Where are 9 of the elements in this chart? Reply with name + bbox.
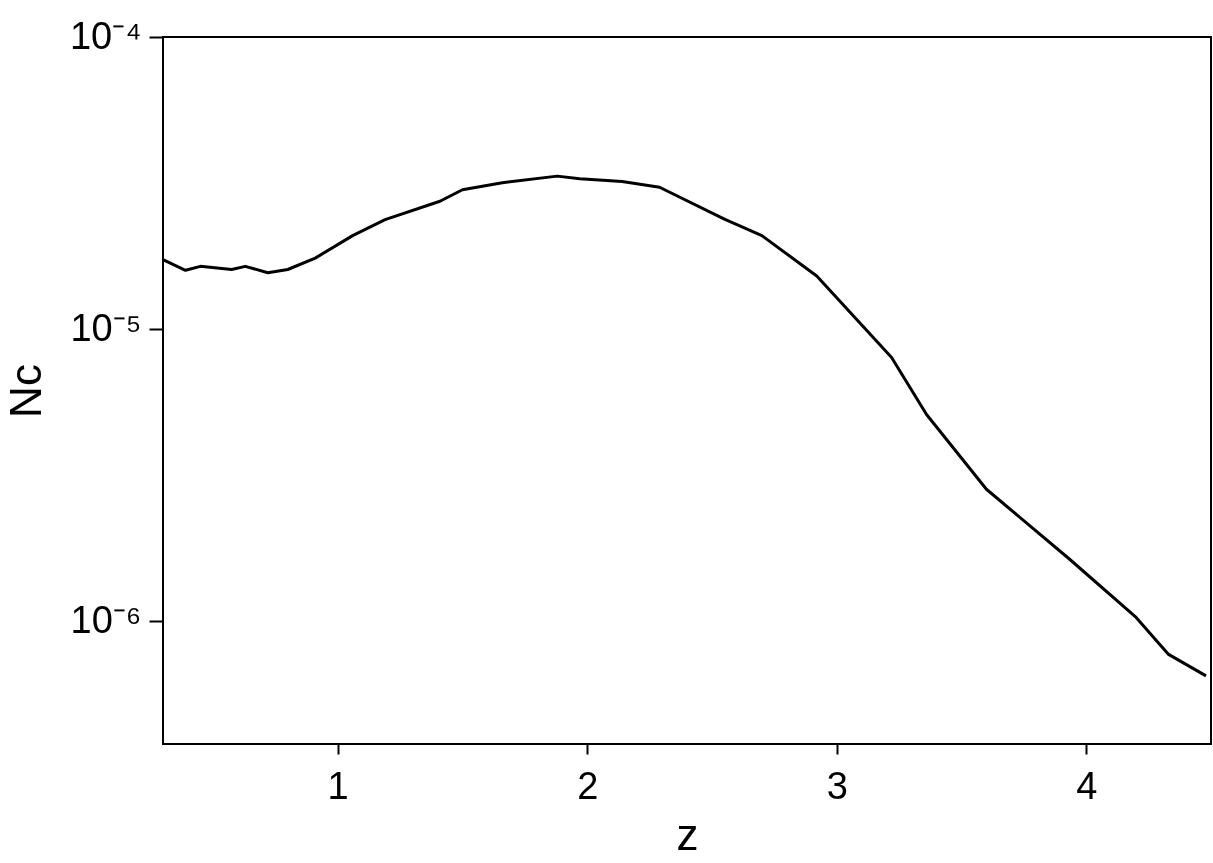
y-tick-label: 10⁻⁵ <box>70 306 142 349</box>
x-tick-label: 4 <box>1076 764 1098 807</box>
x-tick-label: 1 <box>327 764 349 807</box>
x-tick-label: 2 <box>577 764 599 807</box>
x-tick-label: 3 <box>826 764 848 807</box>
y-tick-label: 10⁻⁴ <box>69 14 142 57</box>
x-axis-title: z <box>676 809 699 859</box>
y-axis-title: Nc <box>0 364 50 418</box>
y-tick-label: 10⁻⁶ <box>70 598 142 641</box>
